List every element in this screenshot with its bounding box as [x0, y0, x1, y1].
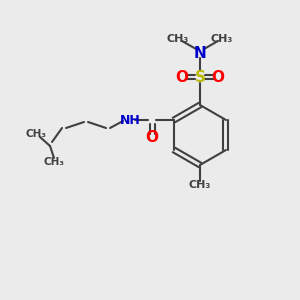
Text: CH₃: CH₃	[167, 34, 189, 44]
Text: O: O	[146, 130, 158, 146]
Text: S: S	[194, 70, 206, 85]
Text: CH₃: CH₃	[211, 34, 233, 44]
Text: CH₃: CH₃	[189, 180, 211, 190]
Text: CH₃: CH₃	[44, 157, 64, 167]
Text: CH₃: CH₃	[26, 129, 46, 139]
Text: NH: NH	[120, 113, 140, 127]
Text: O: O	[176, 70, 188, 85]
Text: O: O	[212, 70, 224, 85]
Text: N: N	[194, 46, 206, 61]
